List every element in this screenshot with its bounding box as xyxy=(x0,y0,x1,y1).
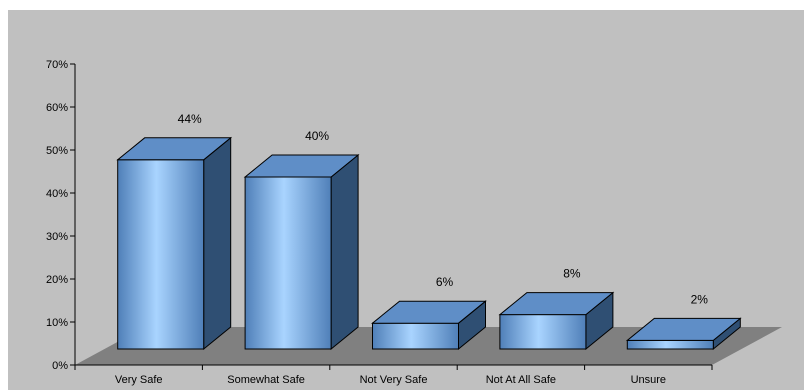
bar-side-face xyxy=(330,153,359,351)
bar-front-face xyxy=(499,314,587,350)
bar-front-face xyxy=(372,322,459,350)
x-category-label: Not Very Safe xyxy=(360,374,428,386)
bar-side-face xyxy=(203,136,232,351)
x-category-label: Very Safe xyxy=(115,374,163,386)
bar-data-label: 40% xyxy=(305,129,329,143)
y-tick-label: 30% xyxy=(46,231,68,243)
x-category-label: Not At All Safe xyxy=(486,374,556,386)
bar xyxy=(371,300,487,351)
x-axis-ticks: Very Safe Somewhat Safe Not Very Safe Not A… xyxy=(74,365,713,386)
bar-data-label: 6% xyxy=(436,275,454,289)
bar-top-face xyxy=(625,317,742,341)
bar xyxy=(116,136,233,351)
bar-front-face xyxy=(626,339,714,350)
x-category-label: Unsure xyxy=(631,374,666,386)
y-axis-ticks: 0% 10% 20% 30% 40% 50% 60% 70% xyxy=(46,59,75,372)
bar-top-face xyxy=(116,137,233,161)
bar-top-face xyxy=(498,292,615,316)
bar-series xyxy=(116,136,742,351)
x-category-label: Somewhat Safe xyxy=(227,374,305,386)
bar-top-face xyxy=(371,300,487,324)
bar-top-face xyxy=(243,154,360,178)
y-tick-label: 60% xyxy=(46,102,68,114)
y-tick-label: 20% xyxy=(46,274,68,286)
bar-data-label: 8% xyxy=(563,267,581,281)
bar xyxy=(498,291,615,351)
data-labels: 44% 40% 6% 8% 2% xyxy=(178,112,709,307)
y-tick-label: 50% xyxy=(46,145,68,157)
y-tick-label: 10% xyxy=(46,317,68,329)
bar-data-label: 2% xyxy=(691,292,709,306)
bar xyxy=(625,317,742,351)
bar-front-face xyxy=(117,159,205,350)
y-tick-label: 0% xyxy=(52,360,68,372)
y-tick-label: 40% xyxy=(46,188,68,200)
bar-front-face xyxy=(244,176,332,350)
bar xyxy=(243,153,360,351)
bar-data-label: 44% xyxy=(178,112,202,126)
y-tick-label: 70% xyxy=(46,59,68,71)
